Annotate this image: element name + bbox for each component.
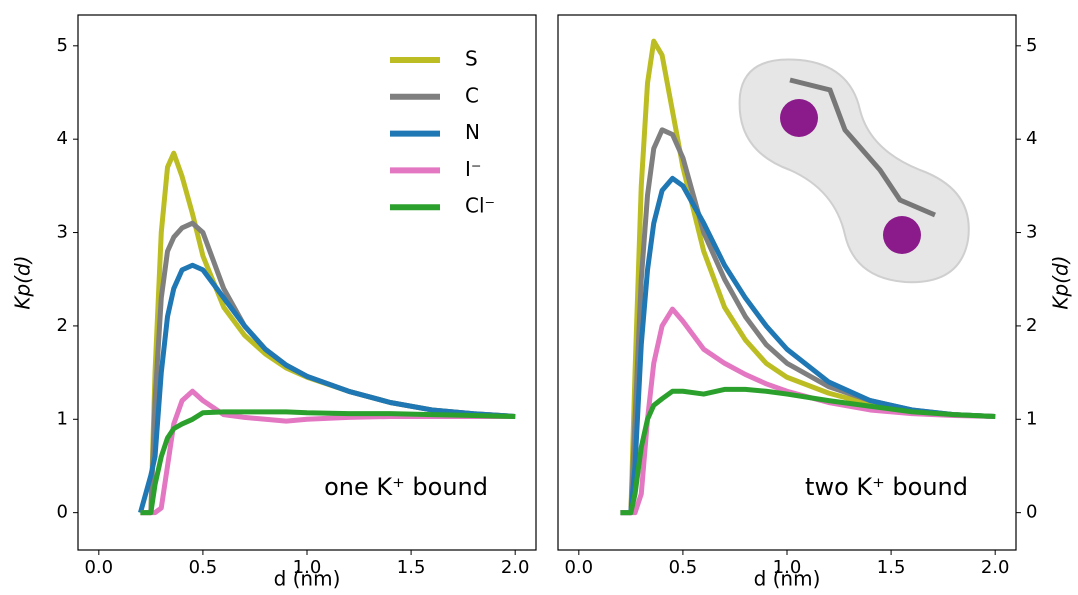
y-tick-label: 2 <box>1026 315 1037 336</box>
legend-label: N <box>465 120 480 144</box>
y-tick-label: 2 <box>57 315 68 336</box>
panel: 0.0 0.5 1.0 1.5 2.0 0 1 2 3 4 5 d (nm) Kp(d) one K⁺ b… <box>11 14 537 591</box>
x-tick-label: 0.0 <box>564 557 593 578</box>
data-line <box>620 306 996 516</box>
annotation: two K⁺ bound <box>805 473 968 501</box>
potassium-ion <box>780 99 818 137</box>
data-line <box>140 150 516 516</box>
y-axis-label: Kp(d) <box>11 255 35 309</box>
y-tick-label: 0 <box>1026 502 1037 523</box>
annotation: one K⁺ bound <box>324 473 488 501</box>
molecule-bonds <box>789 77 936 218</box>
x-tick-label: 0.5 <box>189 557 218 578</box>
x-tick-label: 1.0 <box>773 557 802 578</box>
y-tick-label: 4 <box>57 128 68 149</box>
data-line <box>138 262 516 514</box>
legend-label: I⁻ <box>465 157 481 181</box>
y-tick-label: 1 <box>1026 408 1037 429</box>
panel: 0.0 0.5 1.0 1.5 2.0 0 1 2 3 4 5 d (nm) Kp(d) two K⁺ b… <box>557 14 1073 591</box>
x-tick-label: 1.5 <box>877 557 906 578</box>
legend-label: S <box>465 47 478 71</box>
x-axis-label: d (nm) <box>754 567 821 591</box>
data-line <box>140 409 516 516</box>
x-tick-label: 0.5 <box>669 557 698 578</box>
x-tick-label: 1.5 <box>397 557 426 578</box>
legend-label: Cl⁻ <box>465 194 495 218</box>
y-axis-label: Kp(d) <box>1049 255 1073 309</box>
molecule-surface <box>738 58 970 284</box>
molecule-illustration <box>738 58 970 284</box>
y-tick-label: 0 <box>57 502 68 523</box>
x-tick-label: 2.0 <box>501 557 530 578</box>
y-tick-label: 3 <box>57 222 68 243</box>
data-line <box>140 388 516 516</box>
y-tick-label: 1 <box>57 408 68 429</box>
y-tick-label: 4 <box>1026 128 1037 149</box>
x-tick-label: 0.0 <box>84 557 113 578</box>
y-tick-label: 5 <box>1026 35 1037 56</box>
data-line <box>620 175 996 516</box>
y-tick-label: 3 <box>1026 222 1037 243</box>
data-line <box>620 386 996 516</box>
x-axis-label: d (nm) <box>274 567 341 591</box>
x-tick-label: 1.0 <box>293 557 322 578</box>
x-tick-label: 2.0 <box>981 557 1010 578</box>
potassium-ion <box>883 216 921 254</box>
y-tick-label: 5 <box>57 35 68 56</box>
legend-label: C <box>465 83 479 107</box>
